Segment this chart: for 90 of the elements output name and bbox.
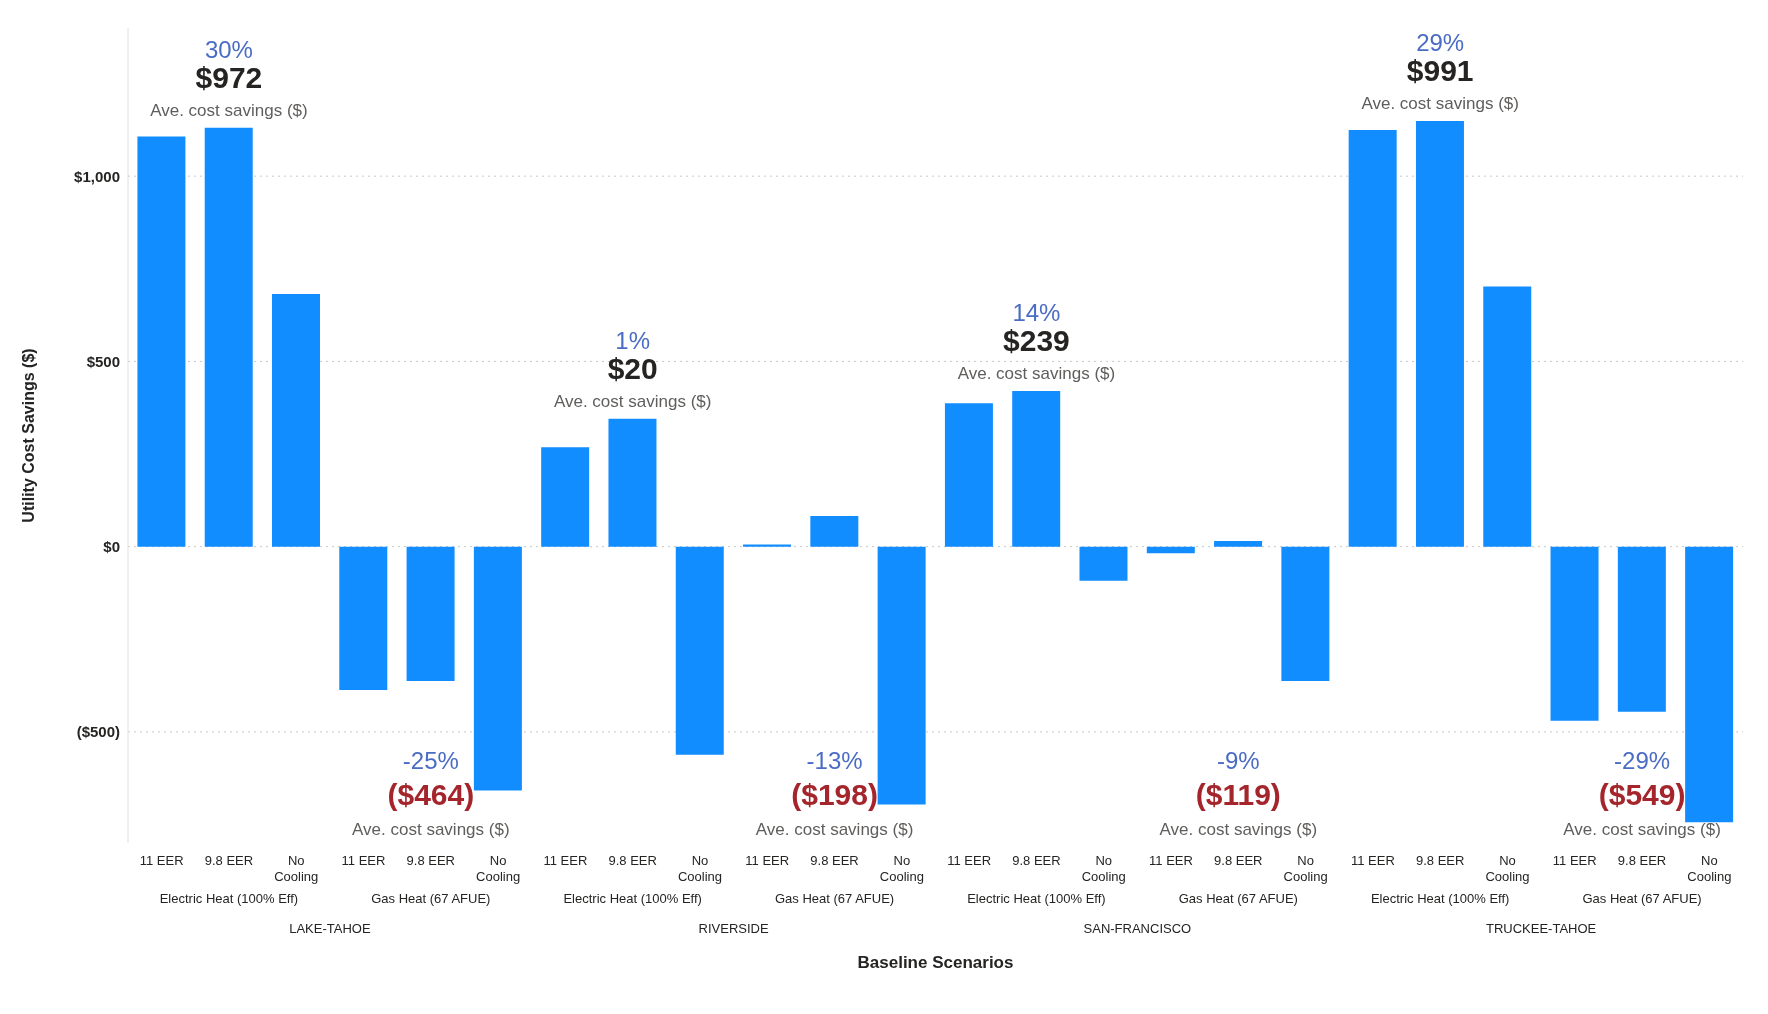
bar	[1012, 391, 1061, 547]
x-tick-label: No Cooling	[1283, 853, 1328, 884]
x-tick-label: 9.8 EER	[1214, 853, 1263, 868]
x-tick-label: 11 EER	[947, 853, 992, 868]
annotation: -25%	[402, 747, 459, 774]
bar	[608, 418, 657, 547]
annotation: 29%	[1416, 28, 1465, 56]
x-tick-label: No Cooling	[274, 853, 319, 884]
x-tick-label: No Cooling	[1081, 853, 1126, 884]
text: TRUCKEE-TAHOE	[1485, 921, 1597, 936]
x-tick-label: 9.8 EER	[608, 853, 657, 868]
text: Gas Heat (67 AFUE)	[371, 891, 491, 906]
bar	[1415, 120, 1464, 547]
bar	[1685, 546, 1734, 823]
bar	[272, 293, 320, 547]
text: Electric Heat (100% Eff)	[1370, 891, 1510, 906]
annotation: Ave. cost savings ($)	[150, 100, 308, 120]
annotation: ($198)	[791, 778, 878, 811]
bar	[1281, 546, 1330, 682]
bar	[1348, 129, 1397, 547]
annotation: ($119)	[1195, 778, 1281, 811]
bar	[1617, 546, 1666, 712]
annotation: Ave. cost savings ($)	[957, 364, 1116, 384]
bar	[743, 544, 792, 547]
x-tick-label: 11 EER	[1149, 853, 1193, 868]
bar	[944, 403, 993, 547]
x-axis-title: Baseline Scenarios	[857, 953, 1014, 972]
x-tick-label: No Cooling	[1687, 853, 1732, 884]
annotation: ($464)	[387, 778, 475, 811]
text: SAN-FRANCISCO	[1083, 921, 1192, 936]
text: Electric Heat (100% Eff)	[159, 891, 299, 906]
x-tick-label: 11 EER	[745, 853, 790, 868]
bar	[675, 546, 724, 755]
annotation: -9%	[1216, 747, 1260, 774]
bar	[1483, 286, 1532, 547]
x-tick-label: 9.8 EER	[1415, 853, 1465, 868]
x-tick-label: No Cooling	[677, 853, 723, 884]
annotation: -13%	[806, 747, 863, 774]
text: LAKE-TAHOE	[289, 921, 371, 936]
annotation: $20	[607, 351, 658, 385]
x-tick-label: 11 EER	[543, 853, 588, 868]
annotation: $239	[1003, 324, 1070, 358]
annotation: $991	[1406, 53, 1474, 87]
text: Gas Heat (67 AFUE)	[774, 891, 895, 906]
x-tick-label: 9.8 EER	[1617, 853, 1667, 868]
x-tick-label: 9.8 EER	[406, 853, 456, 868]
text: RIVERSIDE	[698, 921, 769, 936]
text: Gas Heat (67 AFUE)	[1582, 891, 1702, 906]
y-tick-label: $1,000	[74, 167, 120, 185]
y-tick-label: ($500)	[76, 723, 120, 741]
annotation: 1%	[615, 326, 651, 354]
bar	[1079, 546, 1128, 581]
x-tick-label: No Cooling	[476, 853, 521, 884]
annotation: Ave. cost savings ($)	[1361, 93, 1519, 113]
bar	[810, 515, 859, 547]
y-tick-label: $0	[103, 537, 120, 555]
text: Electric Heat (100% Eff)	[967, 891, 1106, 906]
x-tick-label: No Cooling	[879, 853, 924, 884]
x-tick-label: 11 EER	[1552, 853, 1597, 868]
annotation: $972	[195, 60, 263, 94]
bar	[1214, 541, 1263, 547]
bar	[137, 136, 186, 547]
bar	[204, 127, 253, 547]
x-tick-label: 9.8 EER	[204, 853, 254, 868]
bar	[1550, 546, 1599, 721]
x-tick-label: 11 EER	[341, 853, 386, 868]
annotation: Ave. cost savings ($)	[1563, 820, 1721, 839]
x-tick-label: 9.8 EER	[810, 853, 859, 868]
bar	[1146, 546, 1195, 554]
text: Gas Heat (67 AFUE)	[1178, 891, 1298, 906]
annotation: 14%	[1012, 299, 1061, 327]
annotation: Ave. cost savings ($)	[1159, 820, 1318, 839]
bar	[473, 546, 522, 791]
bar	[339, 546, 388, 690]
y-axis-title: Utility Cost Savings ($)	[19, 348, 37, 523]
annotation: Ave. cost savings ($)	[352, 820, 510, 839]
bar	[877, 546, 926, 805]
y-tick-label: $500	[86, 352, 120, 370]
bar	[406, 546, 455, 682]
annotation: ($549)	[1598, 778, 1686, 811]
annotation: 30%	[204, 35, 253, 63]
x-tick-label: 9.8 EER	[1012, 853, 1061, 868]
annotation: Ave. cost savings ($)	[553, 391, 712, 411]
x-tick-label: 11 EER	[139, 853, 184, 868]
annotation: -29%	[1614, 747, 1671, 774]
bar	[541, 447, 590, 547]
text: Electric Heat (100% Eff)	[563, 891, 702, 906]
x-tick-label: 11 EER	[1350, 853, 1395, 868]
x-tick-label: No Cooling	[1485, 853, 1530, 884]
annotation: Ave. cost savings ($)	[755, 820, 914, 839]
